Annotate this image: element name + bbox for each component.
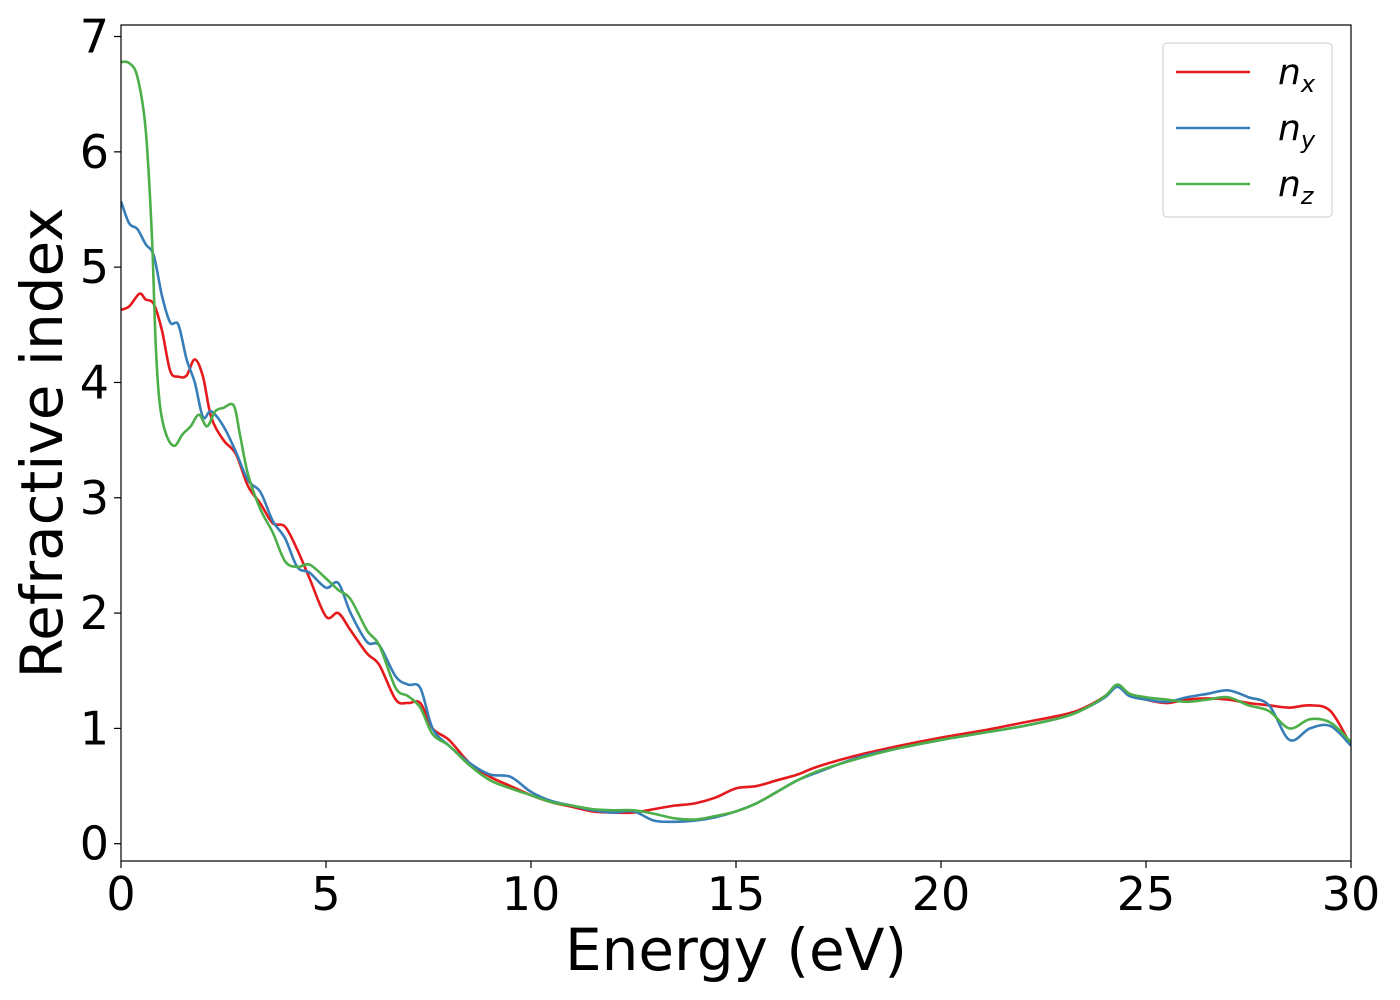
y-tick-label: 7 — [80, 10, 109, 64]
y-tick-label: 6 — [80, 125, 109, 179]
x-axis-ticks: 0 5 10 15 20 25 30 — [106, 861, 1380, 921]
y-tick-label: 5 — [80, 240, 109, 294]
y-tick-label: 4 — [80, 355, 109, 409]
y-tick-label: 1 — [80, 701, 109, 755]
x-tick-label: 0 — [106, 867, 135, 921]
legend-label-subscript: z — [1300, 182, 1315, 210]
series-layer — [121, 60, 1351, 824]
y-axis-label: Refractive index — [8, 207, 76, 678]
legend-label-z: nz — [1278, 164, 1315, 210]
legend-label-base: n — [1278, 108, 1301, 149]
y-tick-label: 3 — [80, 471, 109, 525]
plot-area — [121, 25, 1351, 861]
x-tick-label: 25 — [1117, 867, 1176, 921]
x-tick-label: 10 — [502, 867, 561, 921]
legend-label-base: n — [1278, 52, 1301, 93]
x-tick-label: 15 — [707, 867, 766, 921]
x-tick-label: 30 — [1322, 867, 1381, 921]
legend-label-base: n — [1278, 164, 1301, 205]
y-tick-label: 2 — [80, 586, 109, 640]
legend-label-subscript: y — [1300, 126, 1316, 154]
legend-box — [1162, 42, 1333, 218]
legend-label-subscript: x — [1300, 70, 1316, 98]
x-axis-label: Energy (eV) — [565, 916, 907, 984]
series-line-z — [121, 60, 1351, 821]
y-axis-ticks: 0 1 2 3 4 5 6 7 — [80, 10, 121, 871]
y-tick-label: 0 — [80, 817, 109, 871]
legend-label-y: ny — [1278, 108, 1316, 154]
x-tick-label: 20 — [912, 867, 971, 921]
x-tick-label: 5 — [311, 867, 340, 921]
legend-label-x: nx — [1278, 52, 1316, 98]
